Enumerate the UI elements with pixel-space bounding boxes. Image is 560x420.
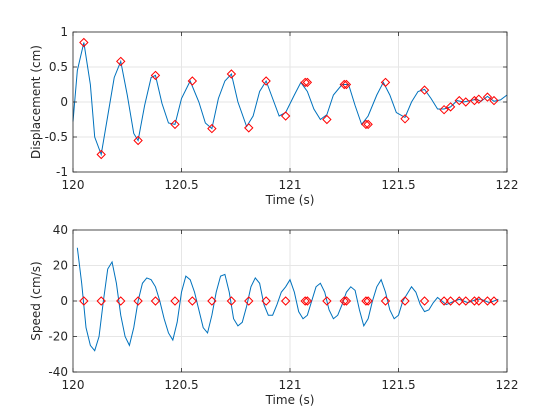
displacement-x-axis-label: Time (s) — [265, 193, 315, 207]
speed-x-tick-label-1: 120.5 — [164, 378, 198, 392]
displacement-y-tick-label-4: 1 — [60, 25, 68, 39]
displacement-marker-1 — [96, 149, 106, 160]
speed-marker-11 — [280, 296, 291, 306]
speed-marker-13 — [302, 296, 313, 306]
displacement-y-tick-label-1: -0.5 — [45, 130, 68, 144]
speed-marker-12 — [300, 296, 310, 306]
speed-x-axis-label: Time (s) — [265, 393, 315, 407]
displacement-x-tick-label-3: 121.5 — [381, 178, 415, 192]
speed-marker-23 — [445, 296, 456, 306]
displacement-marker-13 — [302, 77, 313, 88]
speed-marker-26 — [469, 296, 480, 306]
displacement-y-tick-label-0: -1 — [56, 165, 68, 179]
displacement-marker-17 — [361, 119, 371, 130]
speed-marker-19 — [380, 296, 391, 306]
displacement-x-tick-label-2: 121 — [279, 178, 302, 192]
displacement-marker-27 — [474, 94, 484, 104]
displacement-y-axis-label: Displacement (cm) — [29, 45, 43, 159]
displacement-marker-28 — [482, 92, 493, 102]
speed-marker-17 — [361, 296, 371, 306]
speed-marker-5 — [170, 296, 180, 306]
speed-marker-20 — [400, 296, 410, 306]
speed-x-tick-label-4: 122 — [496, 378, 519, 392]
displacement-marker-14 — [322, 114, 332, 125]
displacement-marker-29 — [489, 95, 499, 106]
speed-x-tick-label-3: 121.5 — [381, 378, 415, 392]
displacement-marker-7 — [207, 123, 217, 134]
speed-marker-27 — [474, 296, 484, 306]
speed-marker-3 — [133, 296, 143, 306]
displacement-marker-15 — [339, 79, 349, 90]
displacement-marker-4 — [150, 70, 161, 81]
displacement-marker-20 — [400, 114, 410, 124]
displacement-y-tick-label-3: 0.5 — [49, 60, 68, 74]
speed-marker-21 — [419, 296, 430, 306]
speed-marker-0 — [79, 296, 89, 306]
displacement-marker-6 — [187, 76, 198, 86]
speed-marker-25 — [461, 296, 471, 306]
displacement-marker-11 — [280, 111, 291, 121]
displacement-peak-markers — [79, 37, 499, 160]
speed-marker-14 — [322, 296, 332, 306]
displacement-marker-5 — [170, 119, 180, 130]
speed-marker-15 — [339, 296, 349, 306]
speed-marker-24 — [454, 296, 464, 306]
displacement-marker-9 — [244, 123, 254, 133]
displacement-marker-0 — [79, 37, 89, 48]
speed-x-tick-label-2: 121 — [279, 378, 302, 392]
speed-y-tick-label-4: 40 — [53, 223, 68, 237]
displacement-marker-10 — [261, 76, 271, 86]
speed-marker-10 — [261, 296, 271, 306]
displacement-marker-22 — [439, 104, 449, 115]
speed-marker-22 — [439, 296, 449, 306]
displacement-marker-24 — [454, 95, 464, 106]
speed-marker-18 — [363, 296, 373, 306]
displacement-marker-25 — [461, 97, 471, 107]
displacement-marker-18 — [363, 119, 373, 130]
speed-marker-2 — [116, 296, 126, 306]
displacement-y-tick-label-2: 0 — [60, 95, 68, 109]
speed-marker-29 — [489, 296, 499, 306]
speed-y-axis-label: Speed (cm/s) — [29, 261, 43, 340]
speed-marker-9 — [244, 296, 254, 306]
speed-y-tick-label-0: -40 — [48, 365, 68, 379]
speed-marker-28 — [482, 296, 493, 306]
speed-y-tick-label-1: -20 — [48, 330, 68, 344]
displacement-marker-23 — [445, 102, 456, 112]
speed-y-tick-label-3: 20 — [53, 259, 68, 273]
displacement-marker-16 — [341, 79, 352, 90]
speed-marker-4 — [150, 296, 161, 306]
displacement-subplot: 120 120.5 121 121.5 122-1-0.500.51 Time (s) … — [29, 25, 518, 207]
speed-marker-7 — [207, 296, 217, 306]
displacement-marker-8 — [226, 69, 237, 79]
displacement-marker-2 — [116, 56, 126, 67]
speed-marker-1 — [96, 296, 106, 306]
displacement-x-tick-label-4: 122 — [496, 178, 519, 192]
speed-marker-6 — [187, 296, 198, 306]
speed-marker-8 — [226, 296, 237, 306]
speed-marker-16 — [341, 296, 352, 306]
speed-y-tick-label-2: 0 — [60, 294, 68, 308]
displacement-marker-12 — [300, 77, 310, 88]
displacement-marker-21 — [419, 85, 430, 95]
displacement-marker-3 — [133, 135, 143, 146]
speed-line — [76, 247, 499, 352]
displacement-marker-19 — [380, 77, 391, 88]
speed-x-tick-label-0: 120 — [62, 378, 85, 392]
displacement-x-tick-label-0: 120 — [62, 178, 85, 192]
speed-zero-markers — [79, 296, 499, 306]
displacement-x-tick-label-1: 120.5 — [164, 178, 198, 192]
displacement-marker-26 — [469, 95, 480, 106]
